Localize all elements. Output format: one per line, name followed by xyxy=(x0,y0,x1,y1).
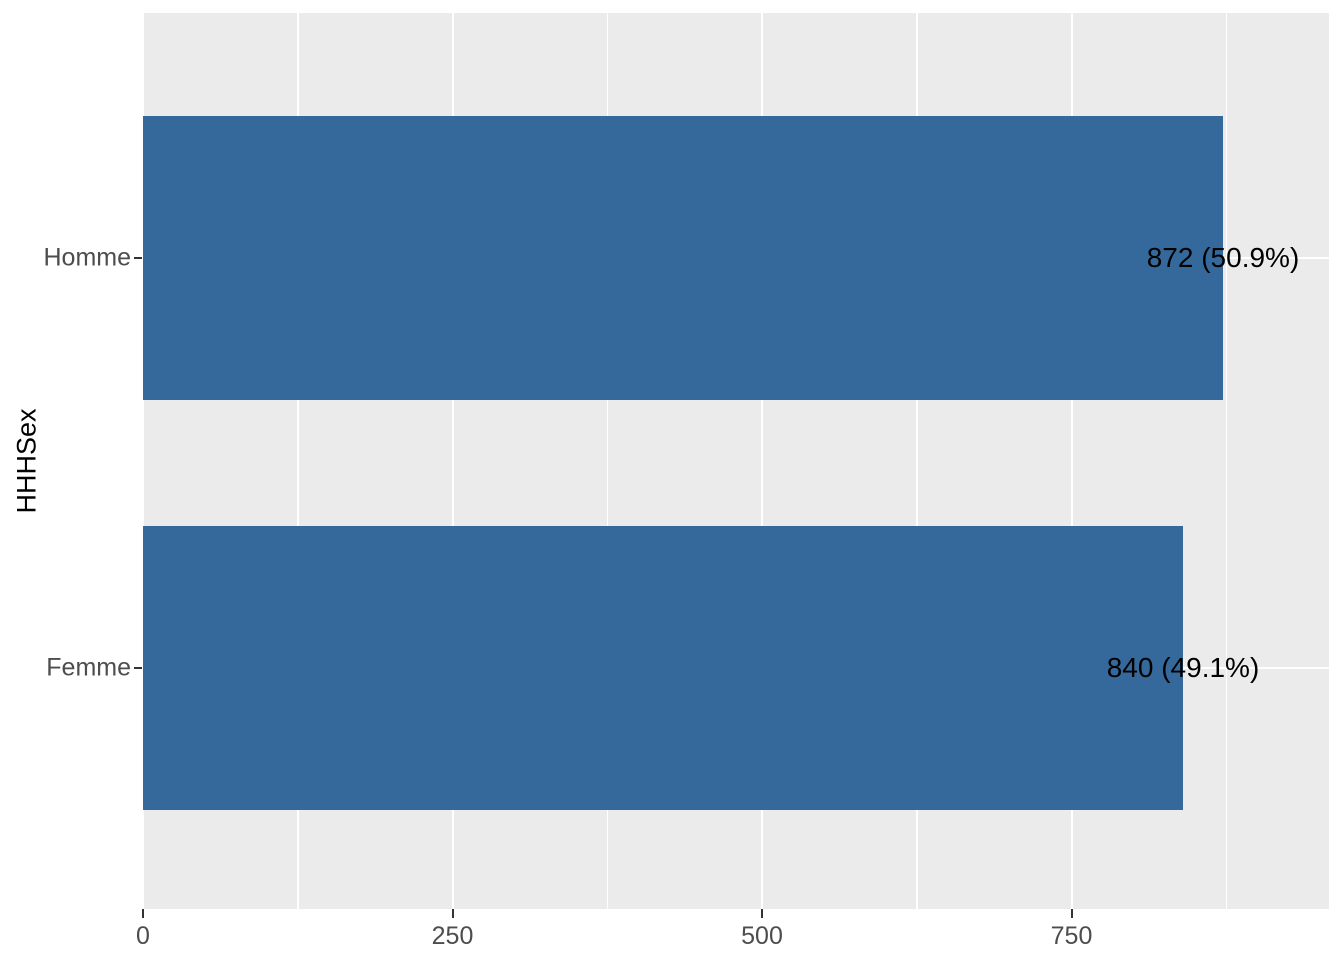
minor-gridline xyxy=(297,13,299,909)
plot-panel: 872 (50.9%) 840 (49.1%) xyxy=(142,13,1329,909)
x-tick-mark xyxy=(761,909,763,918)
minor-gridline xyxy=(1225,13,1227,909)
bar-value-label: 840 (49.1%) xyxy=(1106,652,1260,683)
x-tick-mark xyxy=(142,909,144,918)
x-axis-tick-label: 750 xyxy=(1050,922,1093,950)
bar-value-label: 872 (50.9%) xyxy=(1146,242,1300,273)
bar-homme xyxy=(143,116,1223,400)
x-axis-tick-label: 500 xyxy=(741,922,783,950)
bar-femme xyxy=(143,526,1183,810)
minor-gridline xyxy=(606,13,608,909)
x-axis-tick-label: 250 xyxy=(431,922,474,950)
major-gridline xyxy=(761,13,763,909)
y-axis-title: HHHSex xyxy=(11,408,42,514)
x-axis-tick-label: 0 xyxy=(136,922,150,950)
minor-gridline xyxy=(916,13,918,909)
y-axis-label-femme: Femme xyxy=(46,653,131,682)
x-tick-mark xyxy=(1070,909,1073,918)
x-tick-mark xyxy=(451,909,454,918)
major-gridline xyxy=(451,13,454,909)
y-tick-mark xyxy=(134,257,142,259)
y-tick-mark xyxy=(134,667,142,669)
major-gridline xyxy=(1070,13,1073,909)
y-axis-label-homme: Homme xyxy=(43,243,131,272)
major-gridline xyxy=(142,13,144,909)
